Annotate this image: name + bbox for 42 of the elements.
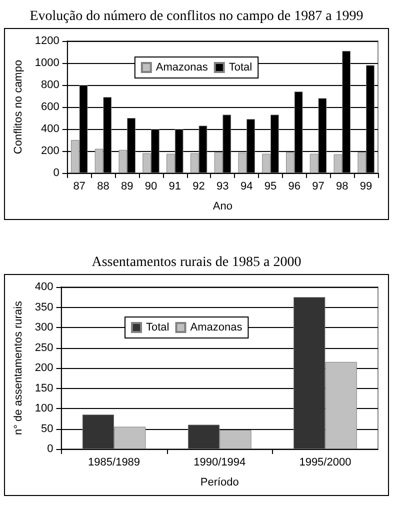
y-tick-label: 0 [53, 167, 60, 179]
x-tick-label: 93 [216, 180, 229, 192]
x-tick-label: 98 [336, 180, 348, 192]
legend-label: Total [228, 62, 252, 74]
y-tick-label: 400 [41, 123, 60, 135]
x-tick-label: 94 [240, 180, 253, 192]
x-tick-label: 96 [288, 180, 300, 192]
legend-label: Amazonas [190, 322, 243, 334]
y-tick-label: 200 [34, 362, 54, 374]
x-axis-title: Ano [212, 200, 232, 212]
x-tick-label: 1995/2000 [299, 456, 352, 468]
x-tick-label: 88 [97, 180, 110, 192]
x-tick-label: 87 [73, 180, 86, 192]
y-tick-label: 1000 [34, 57, 60, 69]
legend-label: Amazonas [156, 62, 208, 74]
y-tick-label: 50 [41, 422, 54, 435]
x-tick-label: 89 [120, 180, 134, 192]
y-axis-title: Conflitos no campo [12, 60, 24, 154]
x-tick-label: 90 [144, 180, 158, 192]
x-tick-label: 1985/1989 [88, 456, 140, 468]
y-axis-title: n° de assentamentos rurais [12, 300, 24, 436]
x-tick-label: 91 [168, 180, 182, 192]
x-tick-label: 1990/1994 [194, 456, 246, 468]
y-tick-label: 150 [34, 382, 54, 394]
legend-label: Total [146, 322, 170, 334]
x-tick-label: 92 [192, 180, 205, 192]
chart-title: Assentamentos rurais de 1985 a 2000 [90, 254, 302, 272]
x-tick-label: 99 [360, 180, 372, 192]
y-tick-label: 350 [34, 301, 54, 314]
chart-title: Evolução do número de conflitos no campo de 1987 a 1999 [28, 8, 364, 26]
y-tick-label: 250 [34, 342, 54, 354]
y-tick-label: 300 [34, 322, 54, 334]
y-tick-label: 400 [34, 281, 54, 293]
y-tick-label: 200 [41, 145, 60, 157]
x-tick-label: 95 [264, 180, 277, 192]
y-tick-label: 800 [41, 79, 60, 91]
x-tick-label: 97 [312, 180, 324, 192]
y-tick-label: 600 [41, 101, 60, 113]
x-axis-title: Período [200, 476, 239, 488]
y-tick-label: 1200 [34, 35, 60, 47]
y-tick-label: 100 [34, 402, 54, 414]
y-tick-label: 0 [47, 443, 54, 455]
